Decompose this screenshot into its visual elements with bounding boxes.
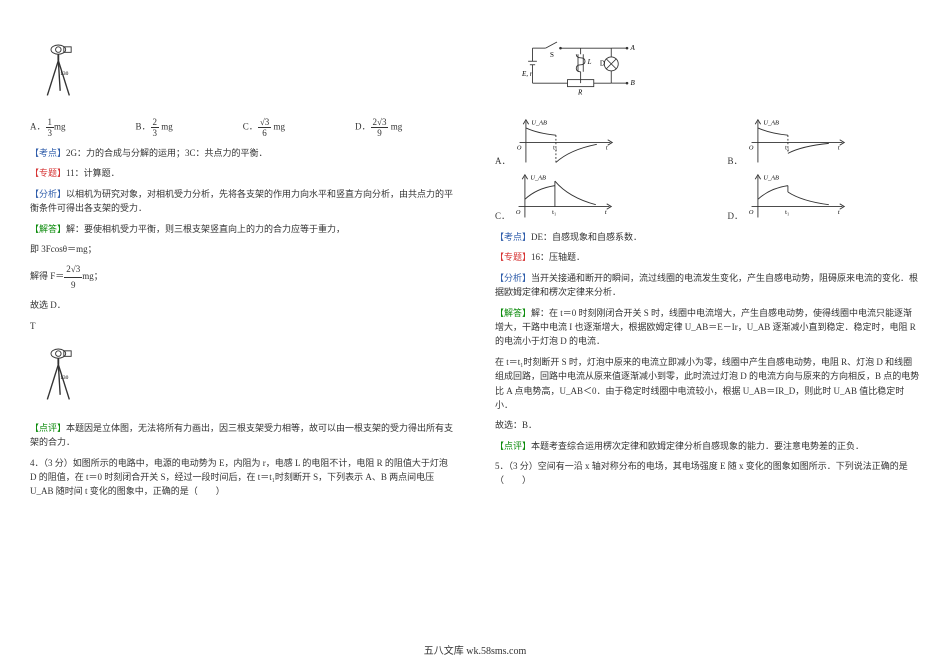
svg-text:t₁: t₁: [785, 145, 789, 152]
svg-text:O: O: [516, 209, 521, 216]
option-d: D．2√39 mg: [355, 117, 402, 138]
tripod-label-T: T: [30, 319, 455, 333]
option-b: B．23 mg: [136, 117, 173, 138]
tripod-figure-2: 130: [40, 344, 95, 409]
option-a: A．13mg: [30, 117, 66, 138]
svg-text:D: D: [600, 60, 605, 68]
choice-a: A． U_AB O t t₁: [495, 117, 688, 167]
r-jieda1: 【解答】解：在 t＝0 时刻刚闭合开关 S 时，线圈中电流增大，产生自感电动势，…: [495, 306, 920, 349]
svg-text:U_AB: U_AB: [763, 174, 779, 181]
question-5: 5．（3 分）空间有一沿 x 轴对称分布的电场，其电场强度 E 随 x 变化的图…: [495, 459, 920, 488]
svg-text:t₁: t₁: [785, 209, 789, 216]
svg-text:U_AB: U_AB: [763, 119, 779, 126]
jieda-line3: 解得 F＝2√39mg；: [30, 262, 455, 292]
svg-text:t₁: t₁: [553, 145, 557, 152]
svg-text:R: R: [577, 89, 583, 97]
svg-text:t: t: [605, 209, 607, 216]
circuit-diagram: S L D E, r R: [515, 35, 655, 105]
r-fenxi: 【分析】当开关接通和断开的瞬间，流过线圈的电流发生变化，产生自感电动势，阻碍原来…: [495, 271, 920, 300]
jieda-line1: 【解答】解：要使相机受力平衡，则三根支架竖直向上的力的合力应等于重力，: [30, 222, 455, 236]
choice-b: B． U_AB O t t₁: [728, 117, 921, 167]
svg-text:U_AB: U_AB: [531, 119, 547, 126]
right-column: S L D E, r R: [495, 35, 920, 505]
svg-text:S: S: [550, 51, 554, 59]
svg-text:130: 130: [60, 71, 69, 77]
svg-text:O: O: [516, 145, 521, 152]
svg-text:L: L: [587, 58, 592, 66]
jieda-line4: 故选 D．: [30, 298, 455, 312]
r-jieda2: 在 t＝t₁时刻断开 S 时，灯泡中原来的电流立即减小为零，线圈中产生自感电动势…: [495, 355, 920, 413]
svg-text:130: 130: [60, 375, 69, 381]
svg-text:B: B: [631, 79, 636, 87]
fenxi-line: 【分析】以相机为研究对象，对相机受力分析，先将各支架的作用力向水平和竖直方向分析…: [30, 187, 455, 216]
left-column: 130 A．13mg B．23 mg C．√36 mg D．2√39 mg 【考…: [30, 35, 455, 505]
choice-c: C． U_AB O t t₁: [495, 172, 688, 222]
tripod-figure-1: 130: [40, 40, 95, 105]
svg-text:A: A: [630, 44, 636, 52]
jieda-line2: 即 3Fcosθ＝mg；: [30, 242, 455, 256]
question-4: 4．（3 分）如图所示的电路中，电源的电动势为 E，内阻为 r，电感 L 的电阻…: [30, 456, 455, 499]
svg-text:t: t: [837, 145, 839, 152]
choice-d: D． U_AB O t t₁: [728, 172, 921, 222]
svg-text:U_AB: U_AB: [530, 174, 546, 181]
option-c: C．√36 mg: [243, 117, 285, 138]
svg-text:O: O: [748, 145, 753, 152]
dianping-line: 【点评】本题因是立体图，无法将所有力画出，因三根支架受力相等，故可以由一根支架的…: [30, 421, 455, 450]
r-dianping: 【点评】本题考查综合运用楞次定律和欧姆定律分析自感现象的能力．要注意电势差的正负…: [495, 439, 920, 453]
svg-text:t₁: t₁: [552, 209, 556, 216]
answer-options: A．13mg B．23 mg C．√36 mg D．2√39 mg: [30, 117, 455, 138]
r-kaodian: 【考点】DE：自感现象和自感系数．: [495, 230, 920, 244]
svg-text:O: O: [749, 209, 754, 216]
svg-text:t: t: [605, 145, 607, 152]
choice-grid: A． U_AB O t t₁ B．: [495, 117, 920, 222]
footer-text: 五八文库 wk.58sms.com: [0, 642, 950, 657]
svg-text:E, r: E, r: [521, 70, 533, 78]
zhuanti-line: 【专题】11：计算题．: [30, 166, 455, 180]
r-zhuanti: 【专题】16：压轴题．: [495, 250, 920, 264]
svg-text:t: t: [838, 209, 840, 216]
r-jieda3: 故选：B．: [495, 418, 920, 432]
kaodian-line: 【考点】2G：力的合成与分解的运用；3C：共点力的平衡．: [30, 146, 455, 160]
